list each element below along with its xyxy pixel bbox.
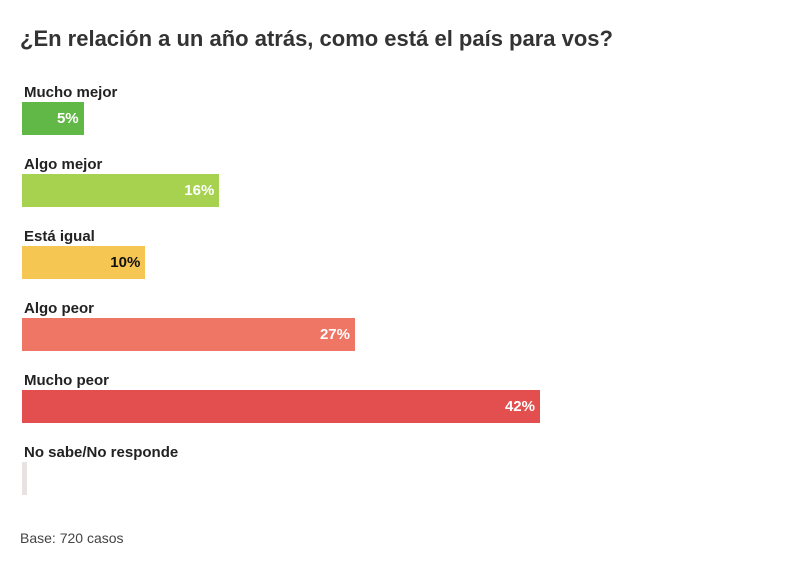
bar-value-label: 27% — [319, 326, 350, 343]
category-label: No sabe/No responde — [24, 444, 179, 461]
category-label: Mucho peor — [24, 372, 109, 389]
base-note: Base: 720 casos — [20, 530, 124, 546]
bar-row: Algo peor 27% — [22, 300, 762, 372]
bar: 27% — [22, 318, 355, 351]
bar-track: 27% — [22, 318, 762, 351]
bar — [22, 462, 27, 495]
bar-row: Algo mejor 16% — [22, 156, 762, 228]
bar: 10% — [22, 246, 146, 279]
bar: 16% — [22, 174, 220, 207]
category-label: Mucho mejor — [24, 84, 118, 101]
bar-value-label: 10% — [110, 254, 141, 271]
chart-title: ¿En relación a un año atrás, como está e… — [20, 26, 613, 51]
bar-track: 16% — [22, 174, 762, 207]
bar-row: Está igual 10% — [22, 228, 762, 300]
bar-track: 10% — [22, 246, 762, 279]
bar-row: Mucho mejor 5% — [22, 84, 762, 156]
bar-track — [22, 462, 762, 495]
bar-row: Mucho peor 42% — [22, 372, 762, 444]
bar-value-label: 16% — [184, 182, 215, 199]
category-label: Algo mejor — [24, 156, 103, 173]
bar-track: 42% — [22, 390, 762, 423]
category-label: Algo peor — [24, 300, 94, 317]
bar-chart: Mucho mejor 5% Algo mejor 16% Está igual 10% A… — [22, 84, 762, 516]
category-label: Está igual — [24, 228, 95, 245]
bar-value-label: 42% — [504, 398, 535, 415]
bar-row: No sabe/No responde — [22, 444, 762, 516]
bar: 5% — [22, 102, 84, 135]
bar: 42% — [22, 390, 540, 423]
bar-track: 5% — [22, 102, 762, 135]
bar-value-label: 5% — [56, 110, 79, 127]
